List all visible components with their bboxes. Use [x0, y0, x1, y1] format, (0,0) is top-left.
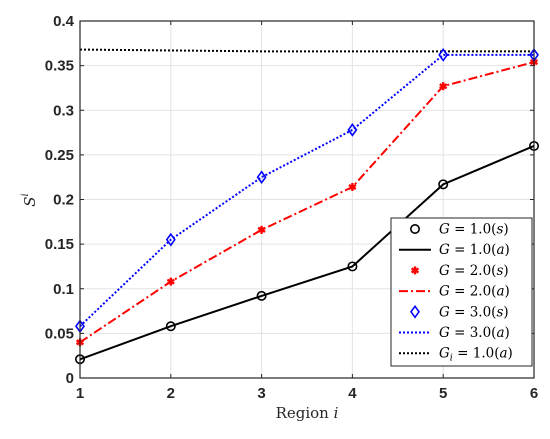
legend: G = 1.0(s) G = 1.0(a) G = 2.0(s) G = 2.0(a)…: [390, 217, 533, 367]
series-3-point-4-core: [350, 184, 355, 190]
series-3-point-3: [257, 225, 266, 234]
y-tick-label-3: 0.1: [53, 281, 74, 298]
y-tick-label-7: 0.3: [53, 102, 74, 119]
series-4-line: [79, 61, 535, 344]
legend-label-1: G = 1.0(s): [439, 222, 509, 238]
tick-labels: 1 2 3 4 5 6 0 0.05 0.1 0.15 0.2 0.25 0.3 0.35 0.4: [45, 13, 538, 402]
legend-label-4: G = 2.0(a): [439, 284, 510, 300]
series-5-point-4: [347, 123, 358, 137]
series-1-point-4: [347, 261, 358, 272]
series-3-point-2-core: [168, 279, 173, 284]
series-1-point-5: [438, 179, 449, 190]
series-1-point-3: [256, 290, 267, 301]
series-2-line: [79, 145, 535, 361]
y-tick-label-6: 0.25: [45, 147, 74, 164]
legend-swatch-3: [410, 266, 420, 275]
y-tick-label-9: 0.4: [53, 13, 75, 30]
legend-swatch-3-core: [412, 268, 418, 273]
x-axis-title: Region i: [276, 404, 339, 422]
series-layer: [75, 48, 539, 365]
series-3-point-2: [166, 277, 175, 286]
series-3-point-3-core: [259, 227, 264, 233]
series-3-point-4: [348, 183, 357, 192]
series-5-point-2: [165, 232, 176, 247]
series-5-point-5: [438, 48, 449, 62]
x-tick-label-6: 6: [530, 385, 538, 402]
legend-label-2: G = 1.0(a): [439, 242, 510, 258]
x-tick-label-4: 4: [348, 385, 357, 402]
x-tick-label-1: 1: [76, 385, 84, 402]
x-tick-label-2: 2: [167, 385, 175, 402]
y-tick-label-5: 0.2: [53, 192, 74, 209]
series-2: [79, 145, 535, 361]
legend-label-5: G = 3.0(s): [439, 304, 509, 320]
legend-label-7: Gi = 1.0(a): [439, 346, 513, 364]
legend-swatch-5: [410, 304, 420, 319]
x-tick-label-3: 3: [257, 385, 265, 402]
series-3-point-5: [439, 82, 448, 91]
y-tick-label-8: 0.35: [45, 58, 74, 75]
y-axis-title: Si: [20, 193, 39, 206]
series-5-point-3: [256, 170, 267, 185]
series-6: [79, 53, 534, 327]
legend-box: [390, 217, 533, 367]
x-tick-label-5: 5: [439, 385, 447, 402]
series-1-point-2: [165, 321, 176, 332]
y-tick-label-1: 0: [66, 370, 74, 387]
legend-label-6: G = 3.0(a): [439, 325, 510, 341]
legend-label-3: G = 2.0(s): [439, 263, 509, 279]
series-3-point-5-core: [441, 83, 446, 89]
series-4: [79, 61, 535, 344]
y-tick-label-2: 0.05: [45, 325, 74, 342]
series-6-line: [79, 53, 534, 327]
y-tick-label-4: 0.15: [45, 236, 74, 253]
legend-swatch-1: [409, 224, 420, 235]
